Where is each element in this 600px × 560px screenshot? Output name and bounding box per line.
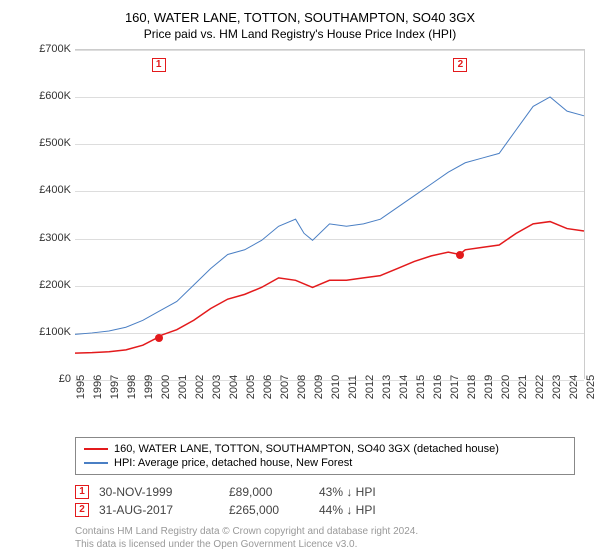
y-tick-label: £500K: [39, 137, 71, 149]
sale-marker-dot: [155, 334, 163, 342]
x-tick-label: 2022: [534, 375, 546, 399]
legend-swatch: [84, 448, 108, 450]
plot-area: £0£100K£200K£300K£400K£500K£600K£700K 12…: [25, 49, 585, 379]
x-tick-label: 2002: [194, 375, 206, 399]
sale-date: 31-AUG-2017: [99, 503, 219, 517]
plot: 12: [75, 49, 585, 379]
y-tick-label: £400K: [39, 184, 71, 196]
x-tick-label: 2019: [483, 375, 495, 399]
y-tick-label: £700K: [39, 43, 71, 55]
sale-row: 1 30-NOV-1999 £89,000 43% ↓ HPI: [75, 485, 585, 499]
x-tick-label: 2021: [517, 375, 529, 399]
sale-price: £89,000: [229, 485, 309, 499]
x-tick-label: 1995: [75, 375, 87, 399]
legend-item: HPI: Average price, detached house, New …: [84, 456, 566, 470]
sale-row: 2 31-AUG-2017 £265,000 44% ↓ HPI: [75, 503, 585, 517]
sale-marker-box: 1: [152, 58, 166, 72]
x-tick-label: 2015: [415, 375, 427, 399]
legend: 160, WATER LANE, TOTTON, SOUTHAMPTON, SO…: [75, 437, 575, 475]
x-tick-label: 2025: [585, 375, 597, 399]
x-tick-label: 2010: [330, 375, 342, 399]
sale-marker-box: 2: [453, 58, 467, 72]
x-tick-label: 2012: [364, 375, 376, 399]
x-tick-label: 2017: [449, 375, 461, 399]
legend-label: HPI: Average price, detached house, New …: [114, 457, 352, 469]
x-tick-label: 1999: [143, 375, 155, 399]
x-tick-label: 1996: [92, 375, 104, 399]
y-axis: £0£100K£200K£300K£400K£500K£600K£700K: [25, 49, 75, 379]
sale-diff: 43% ↓ HPI: [319, 485, 439, 499]
x-tick-label: 2008: [296, 375, 308, 399]
x-tick-label: 2003: [211, 375, 223, 399]
x-tick-label: 2016: [432, 375, 444, 399]
y-tick-label: £200K: [39, 279, 71, 291]
x-tick-label: 2004: [228, 375, 240, 399]
x-tick-label: 2006: [262, 375, 274, 399]
legend-label: 160, WATER LANE, TOTTON, SOUTHAMPTON, SO…: [114, 443, 499, 455]
y-tick-label: £0: [59, 373, 71, 385]
x-tick-label: 2014: [398, 375, 410, 399]
sale-price: £265,000: [229, 503, 309, 517]
x-tick-label: 2011: [347, 375, 359, 399]
x-tick-label: 1998: [126, 375, 138, 399]
x-tick-label: 2023: [551, 375, 563, 399]
sale-row-marker: 2: [75, 503, 89, 517]
x-tick-label: 2013: [381, 375, 393, 399]
x-tick-label: 1997: [109, 375, 121, 399]
footer: Contains HM Land Registry data © Crown c…: [75, 525, 585, 551]
sales-table: 1 30-NOV-1999 £89,000 43% ↓ HPI 2 31-AUG-2017…: [75, 485, 585, 517]
sale-date: 30-NOV-1999: [99, 485, 219, 499]
x-tick-label: 2009: [313, 375, 325, 399]
x-tick-label: 2018: [466, 375, 478, 399]
sale-row-marker: 1: [75, 485, 89, 499]
legend-item: 160, WATER LANE, TOTTON, SOUTHAMPTON, SO…: [84, 442, 566, 456]
series-hpi: [75, 97, 584, 334]
y-tick-label: £100K: [39, 326, 71, 338]
chart-subtitle: Price paid vs. HM Land Registry's House …: [15, 27, 585, 41]
x-tick-label: 2005: [245, 375, 257, 399]
chart-lines: [75, 50, 584, 379]
y-tick-label: £300K: [39, 232, 71, 244]
chart-container: 160, WATER LANE, TOTTON, SOUTHAMPTON, SO…: [0, 0, 600, 560]
sale-diff: 44% ↓ HPI: [319, 503, 439, 517]
chart-title: 160, WATER LANE, TOTTON, SOUTHAMPTON, SO…: [15, 10, 585, 25]
x-tick-label: 2007: [279, 375, 291, 399]
footer-line-2: This data is licensed under the Open Gov…: [75, 538, 585, 551]
x-tick-label: 2020: [500, 375, 512, 399]
y-tick-label: £600K: [39, 90, 71, 102]
x-tick-label: 2024: [568, 375, 580, 399]
x-tick-label: 2000: [160, 375, 172, 399]
legend-swatch: [84, 462, 108, 464]
x-axis: 1995199619971998199920002001200220032004…: [75, 379, 585, 429]
footer-line-1: Contains HM Land Registry data © Crown c…: [75, 525, 585, 538]
series-price_paid: [75, 222, 584, 354]
sale-marker-dot: [456, 251, 464, 259]
x-tick-label: 2001: [177, 375, 189, 399]
